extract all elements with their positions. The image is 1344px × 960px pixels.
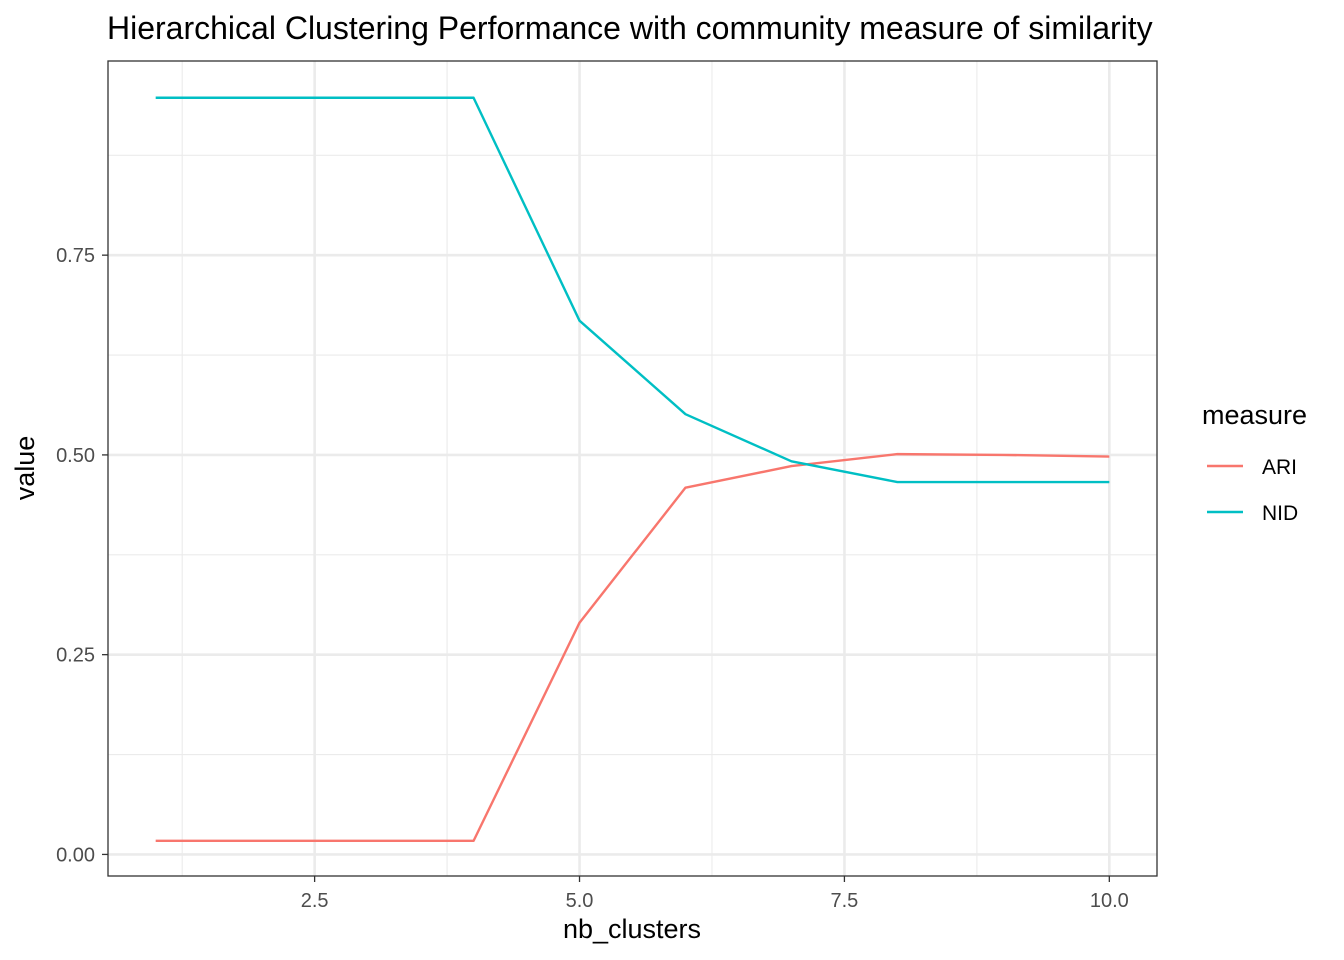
series-line-ari bbox=[155, 452, 1110, 843]
legend-label-ari: ARI bbox=[1262, 456, 1297, 479]
series-lines bbox=[155, 96, 1110, 843]
x-tick-label: 7.5 bbox=[831, 890, 859, 912]
x-axis: 2.5 5.0 7.5 10.0 bbox=[301, 876, 1129, 912]
chart-title: Hierarchical Clustering Performance with… bbox=[107, 10, 1153, 46]
legend-title: measure bbox=[1202, 400, 1307, 430]
y-axis-title: value bbox=[10, 436, 40, 501]
y-tick-label: 0.00 bbox=[56, 844, 95, 866]
y-tick-label: 0.75 bbox=[56, 245, 95, 267]
legend: measure ARI NID bbox=[1202, 400, 1307, 525]
x-axis-title: nb_clusters bbox=[563, 914, 701, 944]
x-tick-label: 10.0 bbox=[1090, 890, 1129, 912]
x-tick-label: 5.0 bbox=[566, 890, 594, 912]
legend-label-nid: NID bbox=[1262, 502, 1298, 525]
plot-border bbox=[107, 60, 1158, 877]
legend-items: ARI NID bbox=[1207, 456, 1298, 525]
y-tick-label: 0.25 bbox=[56, 645, 95, 667]
series-line-nid bbox=[155, 96, 1110, 484]
y-axis: 0.00 0.25 0.50 0.75 bbox=[56, 245, 108, 866]
plot-background bbox=[108, 61, 1157, 876]
y-tick-label: 0.50 bbox=[56, 445, 95, 467]
x-tick-label: 2.5 bbox=[301, 890, 329, 912]
plot-panel bbox=[107, 60, 1158, 877]
